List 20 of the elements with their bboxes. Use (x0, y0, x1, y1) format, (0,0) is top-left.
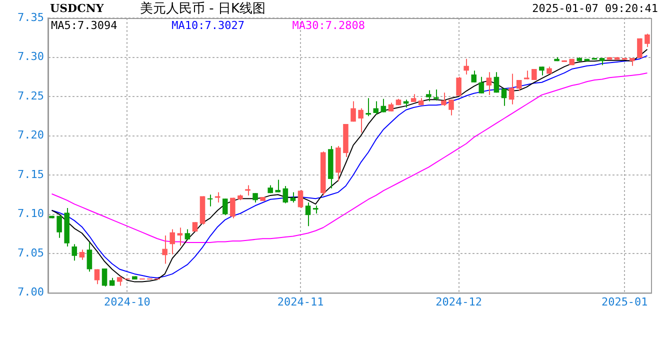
text: MA5:7.3094 (51, 18, 118, 32)
text: MA30:7.2808 (292, 18, 366, 32)
y-tick-label: 7.00 (18, 286, 44, 299)
y-tick-label: 7.05 (18, 246, 44, 260)
candlestick (426, 90, 432, 102)
y-tick-label: 7.20 (18, 128, 44, 142)
chart-subtitle: USDCNY (50, 2, 104, 15)
y-tick-label: 7.25 (18, 89, 44, 102)
y-tick-label: 7.10 (18, 207, 44, 220)
text: MA10:7.3027 (172, 18, 244, 32)
y-tick-label: 7.30 (18, 50, 44, 64)
x-tick-label: 2024-11 (277, 295, 324, 308)
text: 2025-01-07 09:20:41 (532, 2, 658, 15)
chart-title: 美元人民币 - 日K线图 (140, 0, 266, 16)
x-tick-label: 2024-10 (104, 295, 150, 308)
candlestick (214, 192, 220, 204)
y-tick-label: 7.15 (18, 168, 44, 181)
x-tick-label: 2024-12 (436, 295, 482, 308)
y-tick-label: 7.35 (18, 10, 44, 24)
x-tick-label: 2025-01 (601, 295, 648, 308)
